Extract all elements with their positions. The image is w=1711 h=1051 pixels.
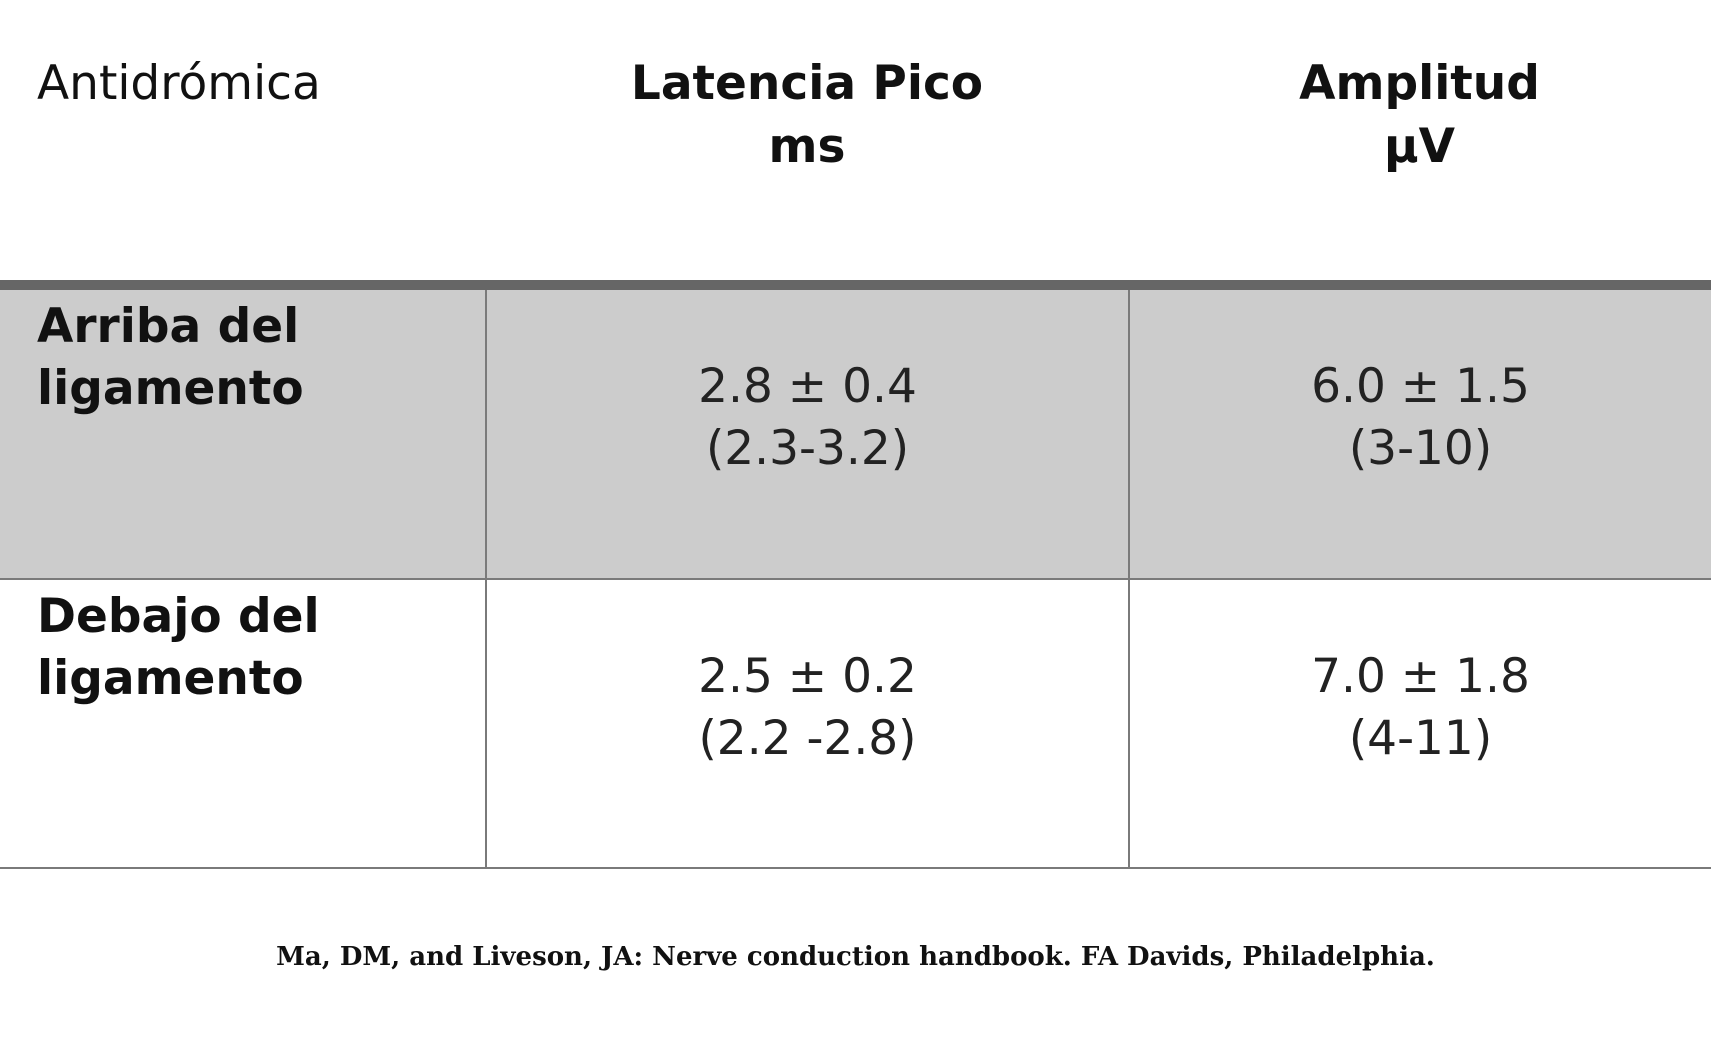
header-latency-title: Latencia Pico <box>630 56 984 111</box>
header-corner-text: Antidrómica <box>37 56 321 111</box>
latency-cell: 2.5 ± 0.2 (2.2 -2.8) <box>487 646 1128 770</box>
header-latency-unit: ms <box>768 119 846 174</box>
latency-mean: 2.8 ± 0.4 <box>698 359 917 414</box>
amplitude-mean: 7.0 ± 1.8 <box>1311 649 1530 704</box>
header-corner-label: Antidrómica <box>37 52 321 115</box>
row-label-line: Debajo del <box>37 589 320 644</box>
header-amplitude-title: Amplitud <box>1299 56 1540 111</box>
amplitude-cell: 7.0 ± 1.8 (4-11) <box>1130 646 1711 770</box>
row-label-line: ligamento <box>37 651 304 706</box>
header-amplitude-unit: µV <box>1384 119 1455 174</box>
citation-text: Ma, DM, and Liveson, JA: Nerve conductio… <box>276 942 1435 972</box>
latency-range: (2.3-3.2) <box>705 421 910 476</box>
latency-range: (2.2 -2.8) <box>698 711 917 766</box>
column-divider <box>1128 290 1130 578</box>
header-amplitude: Amplitud µV <box>1128 52 1711 178</box>
latency-cell: 2.8 ± 0.4 (2.3-3.2) <box>487 356 1128 480</box>
amplitude-mean: 6.0 ± 1.5 <box>1311 359 1530 414</box>
column-divider <box>485 580 487 867</box>
row-label: Debajo del ligamento <box>37 586 320 710</box>
amplitude-cell: 6.0 ± 1.5 (3-10) <box>1130 356 1711 480</box>
row-label: Arriba del ligamento <box>37 296 304 420</box>
header-divider <box>0 280 1711 290</box>
amplitude-range: (3-10) <box>1348 421 1493 476</box>
header-latency: Latencia Pico ms <box>486 52 1128 178</box>
row-label-line: Arriba del <box>37 299 300 354</box>
row-label-line: ligamento <box>37 361 304 416</box>
column-divider <box>1128 580 1130 867</box>
column-divider <box>485 290 487 578</box>
table-row: Debajo del ligamento 2.5 ± 0.2 (2.2 -2.8… <box>0 580 1711 869</box>
latency-mean: 2.5 ± 0.2 <box>698 649 917 704</box>
table-row: Arriba del ligamento 2.8 ± 0.4 (2.3-3.2)… <box>0 290 1711 580</box>
amplitude-range: (4-11) <box>1348 711 1493 766</box>
